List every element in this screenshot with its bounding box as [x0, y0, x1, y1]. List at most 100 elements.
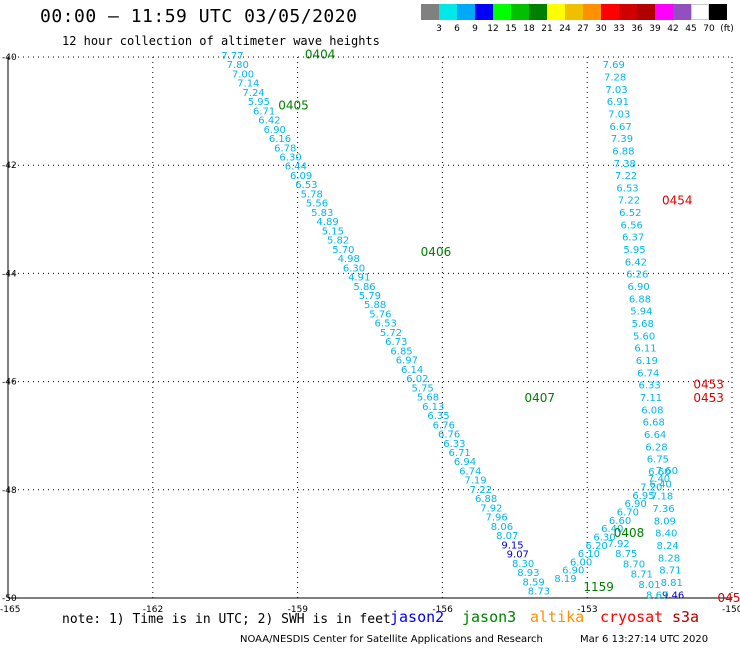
- generated-timestamp: Mar 6 13:27:14 UTC 2020: [580, 634, 709, 645]
- wave-height-value: 8.40: [655, 529, 677, 540]
- time-label: 0408: [614, 526, 645, 540]
- wave-height-value: 5.15: [322, 226, 344, 237]
- scale-label: 42: [667, 24, 679, 34]
- wave-height-value: 5.86: [353, 282, 375, 293]
- wave-height-value: 4.98: [338, 254, 360, 265]
- wave-height-value: 7.11: [640, 393, 662, 404]
- wave-height-value: 6.56: [621, 220, 643, 231]
- wave-height-value: 6.09: [290, 171, 312, 182]
- wave-track: 7.777.807.007.147.245.956.716.426.906.16…: [221, 51, 550, 598]
- scale-label: 18: [523, 24, 535, 34]
- wave-height-value: 6.30: [279, 152, 301, 163]
- wave-height-value: 8.19: [554, 574, 576, 585]
- wave-height-value: 5.94: [630, 307, 652, 318]
- wave-height-value: 7.28: [604, 72, 626, 83]
- wave-height-value: 6.71: [253, 106, 275, 117]
- wave-height-value: 7.77: [221, 51, 243, 62]
- time-label: 0406: [421, 245, 452, 259]
- wave-height-value: 7.18: [651, 492, 673, 503]
- wave-height-value: 7.22: [618, 196, 640, 207]
- time-label: 0454: [662, 193, 693, 207]
- wave-height-value: 6.85: [390, 346, 412, 357]
- wave-height-value: 5.68: [632, 319, 654, 330]
- wave-track: 7.928.758.708.718.018.67: [607, 539, 668, 601]
- wave-height-value: 6.64: [644, 430, 666, 441]
- wave-height-value: 8.67: [646, 590, 668, 601]
- wave-height-value: 8.59: [523, 577, 545, 588]
- wave-height-value: 6.90: [562, 566, 584, 577]
- wave-height-value: 6.74: [459, 466, 481, 477]
- wave-height-value: 6.90: [627, 282, 649, 293]
- wave-height-value: 7.92: [607, 539, 629, 550]
- wave-height-value: 5.76: [369, 309, 391, 320]
- wave-height-value: 6.53: [616, 183, 638, 194]
- wave-height-value: 7.03: [605, 85, 627, 96]
- wave-height-value: 6.74: [637, 368, 659, 379]
- wave-height-value: 6.16: [269, 134, 291, 145]
- wave-height-value: 6.00: [570, 557, 592, 568]
- wave-height-value: 6.33: [639, 381, 661, 392]
- wave-height-value: 5.78: [301, 189, 323, 200]
- wave-height-value: 5.68: [417, 393, 439, 404]
- scale-swatch: [493, 4, 511, 20]
- scale-label: 24: [559, 24, 571, 34]
- wave-height-value: 5.72: [380, 328, 402, 339]
- scale-swatch: [709, 4, 727, 20]
- wave-height-value: 6.88: [612, 146, 634, 157]
- time-label: 0453: [693, 391, 724, 405]
- wave-height-value: 7.22: [615, 171, 637, 182]
- wave-height-value: 6.02: [406, 374, 428, 385]
- wave-height-value: 5.79: [359, 291, 381, 302]
- wave-height-value: 8.09: [654, 516, 676, 527]
- wave-height-value: 6.13: [422, 402, 444, 413]
- credit-text: NOAA/NESDIS Center for Satellite Applica…: [240, 634, 543, 645]
- scale-swatch: [619, 4, 637, 20]
- wave-height-value: 5.83: [311, 208, 333, 219]
- scale-swatch: [691, 4, 709, 20]
- lat-tick-label: -48: [2, 486, 17, 496]
- wave-height-value: 6.35: [427, 411, 449, 422]
- wave-height-value: 6.73: [385, 337, 407, 348]
- scale-swatch: [601, 4, 619, 20]
- footnote: note: 1) Time is in UTC; 2) SWH is in fe…: [62, 612, 391, 627]
- wave-height-value: 7.36: [652, 504, 674, 515]
- scale-swatch: [565, 4, 583, 20]
- wave-height-value: 6.71: [449, 448, 471, 459]
- wave-height-value: 6.90: [264, 125, 286, 136]
- wave-height-value: 6.78: [274, 143, 296, 154]
- wave-height-value: 7.20: [640, 483, 662, 494]
- time-label: 1159: [583, 580, 614, 594]
- scale-label: 30: [595, 24, 607, 34]
- wave-height-value: 6.33: [443, 439, 465, 450]
- legend-item-s3a: s3a: [672, 608, 700, 626]
- wave-height-value: 8.71: [659, 566, 681, 577]
- wave-height-value: 7.80: [227, 60, 249, 71]
- scale-label: 39: [649, 24, 661, 34]
- wave-height-value: 7.24: [242, 88, 264, 99]
- wave-height-value: 6.28: [645, 442, 667, 453]
- wave-height-value: 7.39: [611, 134, 633, 145]
- wave-height-value: 5.95: [248, 97, 270, 108]
- wave-height-value: 6.97: [396, 356, 418, 367]
- scale-label: 3: [436, 24, 442, 34]
- lat-tick-label: -44: [2, 269, 17, 279]
- scale-label: 21: [541, 24, 553, 34]
- wave-height-value: 6.30: [593, 532, 615, 543]
- wave-height-value: 6.95: [632, 491, 654, 502]
- wave-height-value: 8.07: [496, 531, 518, 542]
- scale-label: (ft): [720, 24, 734, 34]
- scale-label: 33: [613, 24, 625, 34]
- time-label: 0452: [718, 591, 740, 605]
- wave-height-value: 8.75: [615, 549, 637, 560]
- wave-height-value: 7.92: [480, 503, 502, 514]
- scale-swatch: [583, 4, 601, 20]
- scale-swatch: [421, 4, 439, 20]
- wave-height-value: 6.94: [454, 457, 476, 468]
- scale-swatch: [439, 4, 457, 20]
- lat-tick-label: -42: [2, 161, 17, 171]
- wave-height-value: 6.53: [295, 180, 317, 191]
- scale-label: 27: [577, 24, 589, 34]
- wave-height-value: 7.00: [232, 69, 254, 80]
- lon-tick-label: -156: [432, 605, 453, 615]
- wave-height-value: 4.91: [348, 273, 370, 284]
